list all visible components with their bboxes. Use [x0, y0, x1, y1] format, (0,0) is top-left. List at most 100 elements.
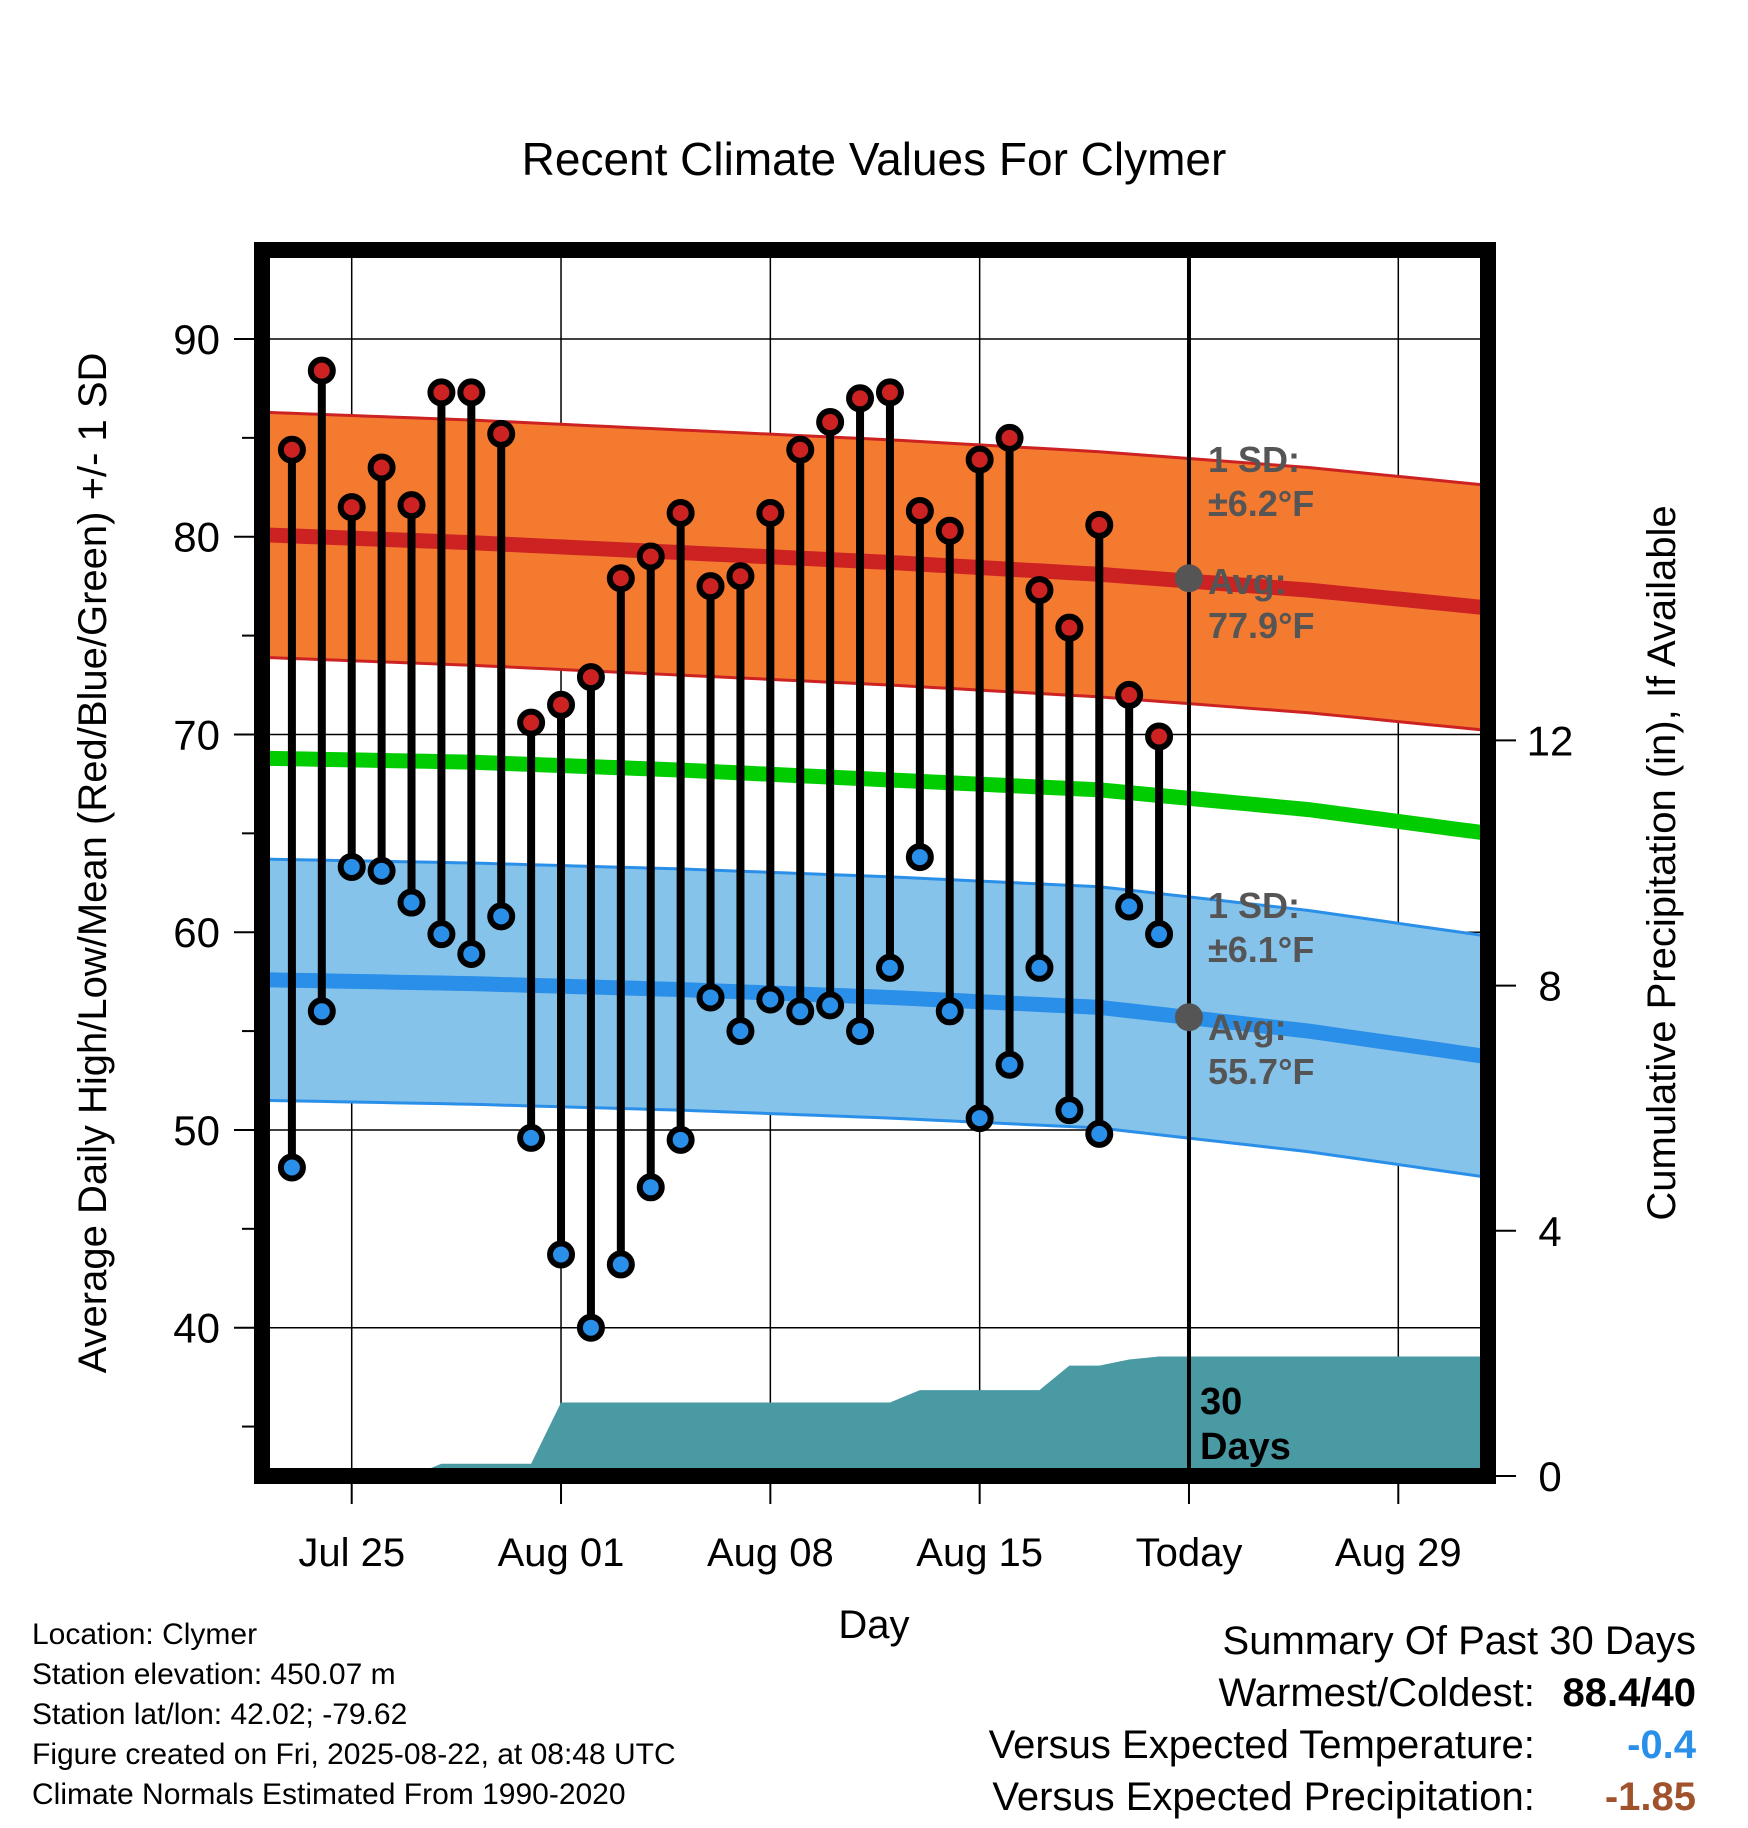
low-point — [965, 1104, 994, 1133]
low-point — [935, 997, 964, 1026]
y2-tick-label: 12 — [1527, 717, 1574, 764]
summary-title: Summary Of Past 30 Days — [1222, 1619, 1696, 1663]
high-point — [547, 690, 576, 719]
low-point — [1055, 1096, 1084, 1125]
normal-bands — [262, 410, 1488, 1179]
low-point — [1145, 920, 1174, 949]
high-point — [606, 564, 635, 593]
high-point — [666, 498, 695, 527]
y-tick-label: 50 — [173, 1107, 220, 1154]
x-tick-label: Aug 15 — [916, 1531, 1043, 1575]
low-sd-label: 1 SD: — [1208, 885, 1300, 926]
y-tick-label: 40 — [173, 1305, 220, 1352]
low-point — [875, 953, 904, 982]
low-point — [397, 888, 426, 917]
low-sd-upper — [262, 857, 1488, 938]
y2-tick-label: 4 — [1538, 1208, 1561, 1255]
high-point — [786, 435, 815, 464]
high-point — [367, 453, 396, 482]
high-point — [965, 445, 994, 474]
high-point — [875, 378, 904, 407]
low-point — [547, 1240, 576, 1269]
y-tick-label: 90 — [173, 316, 220, 363]
high-point — [1145, 722, 1174, 751]
y2-axis-label: Cumulative Precipitation (in), If Availa… — [1640, 505, 1684, 1220]
high-point — [696, 572, 725, 601]
low-avg-label: Avg: — [1208, 1007, 1287, 1048]
low-point — [666, 1125, 695, 1154]
high-avg-today-dot — [1174, 564, 1203, 593]
low-point — [636, 1173, 665, 1202]
summary-panel: Summary Of Past 30 Days Warmest/Coldest:… — [989, 1615, 1696, 1823]
precip-anomaly-label: Versus Expected Precipitation: — [992, 1775, 1535, 1819]
station-info: Location: Clymer Station elevation: 450.… — [32, 1615, 676, 1815]
high-point — [935, 516, 964, 545]
y-axis-label: Average Daily High/Low/Mean (Red/Blue/Gr… — [71, 353, 115, 1374]
low-sd-band — [262, 859, 1488, 1178]
low-avg-today-dot — [1174, 1003, 1203, 1032]
low-point — [816, 991, 845, 1020]
low-point — [905, 843, 934, 872]
low-point — [726, 1017, 755, 1046]
precipitation-fill — [262, 1356, 1488, 1476]
precipitation-area — [262, 1356, 1488, 1476]
x-axis-label: Day — [838, 1603, 909, 1647]
high-point — [337, 493, 366, 522]
low-point — [995, 1050, 1024, 1079]
mean-avg-line — [262, 750, 1488, 841]
elevation-text: Station elevation: 450.07 m — [32, 1658, 396, 1691]
high-sd-label: 1 SD: — [1208, 439, 1300, 480]
high-point — [397, 491, 426, 520]
low-sd-value: ±6.1°F — [1208, 929, 1314, 970]
high-point — [1025, 576, 1054, 605]
high-sd-value: ±6.2°F — [1208, 483, 1314, 524]
low-point — [846, 1017, 875, 1046]
high-avg-value: 77.9°F — [1208, 605, 1314, 646]
warmest-label: Warmest/Coldest: — [1218, 1671, 1535, 1715]
high-point — [487, 419, 516, 448]
low-point — [696, 983, 725, 1012]
warmest-value: 88.4/40 — [1562, 1671, 1696, 1715]
low-sd-lower — [262, 1098, 1488, 1179]
high-point — [1085, 510, 1114, 539]
high-point — [457, 378, 486, 407]
high-point — [1055, 613, 1084, 642]
low-point — [756, 985, 785, 1014]
high-point — [576, 663, 605, 692]
low-point — [1115, 892, 1144, 921]
high-point — [277, 435, 306, 464]
low-point — [606, 1250, 635, 1279]
x-tick-label: Today — [1136, 1531, 1243, 1575]
plot-area — [262, 250, 1488, 1476]
normals-text: Climate Normals Estimated From 1990-2020 — [32, 1778, 626, 1811]
high-sd-upper — [262, 410, 1488, 487]
precip-anomaly-value: -1.85 — [1604, 1775, 1696, 1819]
x-tick-label: Jul 25 — [298, 1531, 405, 1575]
low-point — [307, 997, 336, 1026]
y-axis-right: 12 8 4 0 — [1496, 717, 1573, 1500]
high-point — [1115, 680, 1144, 709]
low-point — [786, 997, 815, 1026]
annotations: 1 SD: ±6.2°F Avg: 77.9°F 1 SD: ±6.1°F Av… — [1174, 439, 1314, 1468]
high-point — [517, 708, 546, 737]
observed-temperatures — [277, 356, 1174, 1342]
y-tick-label: 70 — [173, 711, 220, 758]
high-point — [846, 384, 875, 413]
high-point — [427, 378, 456, 407]
high-point — [726, 562, 755, 591]
temp-anomaly-row: Versus Expected Temperature: -0.4 — [989, 1719, 1696, 1771]
created-text: Figure created on Fri, 2025-08-22, at 08… — [32, 1738, 676, 1771]
low-point — [576, 1313, 605, 1342]
warmest-coldest-row: Warmest/Coldest: 88.4/40 — [989, 1667, 1697, 1719]
high-point — [816, 408, 845, 437]
low-avg-line — [262, 972, 1488, 1065]
low-point — [1025, 953, 1054, 982]
low-point — [337, 852, 366, 881]
days-label-number: 30 — [1200, 1381, 1242, 1423]
chart-title: Recent Climate Values For Clymer — [522, 133, 1227, 185]
y-axis-left: 90 80 70 60 50 40 — [173, 316, 254, 1428]
low-point — [457, 939, 486, 968]
low-point — [517, 1123, 546, 1152]
x-tick-label: Aug 08 — [707, 1531, 834, 1575]
